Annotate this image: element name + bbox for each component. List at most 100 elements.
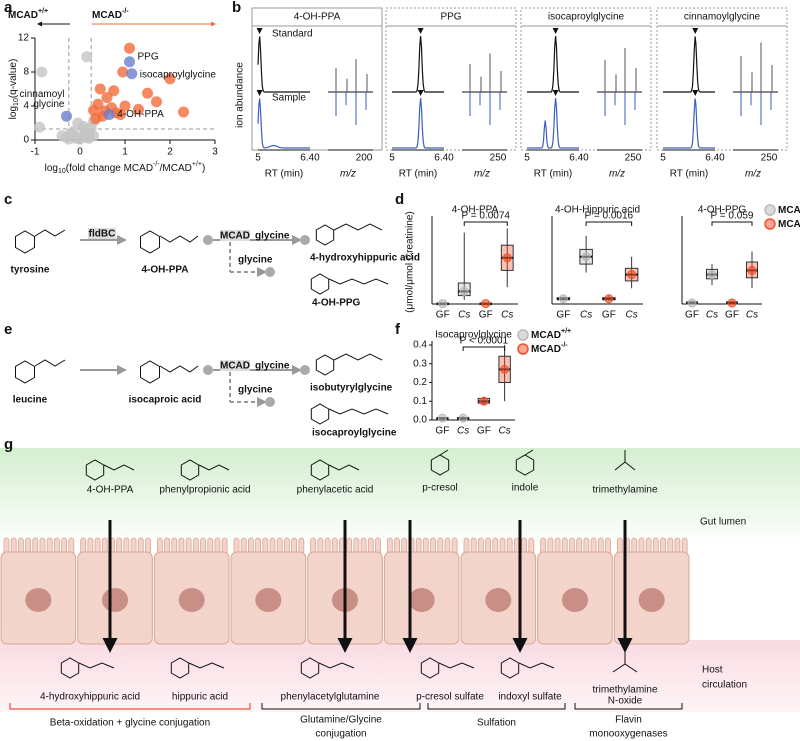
- metabolite-name: p-cresol: [422, 483, 458, 494]
- x-tick-label: 1: [122, 147, 128, 158]
- peak-marker: [417, 28, 424, 34]
- nucleus: [485, 588, 512, 612]
- x-tick-label: 5: [255, 153, 261, 164]
- bond: [34, 229, 66, 237]
- x-tick-label: 6.40: [705, 153, 725, 164]
- compound-name: isocaproylglycine: [312, 428, 397, 439]
- x-tick-label: Cs: [626, 310, 638, 321]
- point: [479, 396, 489, 406]
- subpanel-frame: [656, 7, 788, 151]
- x-axis-label: RT (min): [399, 169, 438, 180]
- x-tick-label: 0: [77, 147, 83, 158]
- bond: [518, 662, 555, 669]
- enzyme-box: [88, 228, 116, 239]
- panel-label: a: [4, 0, 13, 16]
- x-axis-label: RT (min): [265, 169, 304, 180]
- bond: [188, 662, 225, 669]
- process-label: conjugation: [315, 729, 366, 740]
- y-axis-label: ion abundance: [235, 62, 246, 128]
- ring: [60, 657, 80, 679]
- point: [151, 96, 162, 108]
- process-bracket: [427, 703, 566, 710]
- standard-trace: [257, 36, 310, 93]
- point: [747, 265, 757, 275]
- legend-label-part: MCAD: [778, 219, 800, 230]
- y-tick-label: 0.3: [413, 358, 427, 369]
- x-tick-label: Cs: [706, 310, 718, 321]
- chart-title: 4-OH-PPG: [698, 205, 747, 216]
- p-value: P = 0.0074: [462, 211, 511, 222]
- sample-trace: [663, 98, 715, 149]
- chart-title: 4-OH-PPA: [452, 205, 499, 216]
- x-axis-label-sub: 10: [58, 168, 66, 175]
- legend-marker: [517, 343, 529, 355]
- bond: [328, 408, 389, 415]
- bond: [333, 353, 383, 361]
- point: [458, 413, 468, 423]
- p-value: P < 0.0001: [460, 336, 509, 347]
- process-label: Flavin: [615, 715, 642, 726]
- process-bracket: [574, 703, 683, 710]
- x-tick-label: Cs: [746, 310, 758, 321]
- point: [101, 92, 113, 103]
- x-axis-label-part: /MCAD: [160, 163, 192, 174]
- lumen-background: [0, 448, 800, 548]
- process-label: Glutamine/Glycine: [300, 715, 382, 726]
- x-tick-label: 6.40: [569, 153, 589, 164]
- intermediate: [265, 267, 275, 277]
- bond: [438, 662, 475, 669]
- enzyme-label: MCAD: [220, 361, 250, 372]
- chart-title: Isocaproylglycine: [435, 330, 512, 341]
- x-tick-label: 5: [660, 153, 666, 164]
- point: [558, 294, 568, 304]
- point: [438, 299, 448, 309]
- peak-marker: [256, 28, 263, 34]
- point-label: PPG: [138, 51, 159, 62]
- y-tick-label: 0.1: [413, 396, 427, 407]
- x-axis-label-part: (fold change MCAD: [66, 163, 153, 174]
- x-tick-label: Cs: [499, 426, 511, 437]
- legend-marker: [517, 329, 529, 341]
- compound-title: PPG: [440, 12, 461, 23]
- panel-label: b: [232, 0, 241, 16]
- compound-name: isobutyrylglycine: [310, 383, 393, 394]
- nucleus: [25, 588, 52, 612]
- legend-label-sup: +/+: [561, 328, 571, 335]
- x-tick-label: 3: [212, 147, 218, 158]
- metabolite-name: indoxyl sulfate: [498, 692, 562, 703]
- p-value: P = 0.0016: [585, 211, 634, 222]
- bond: [198, 464, 230, 471]
- ring: [85, 459, 105, 481]
- compound-title: cinnamoylglycine: [684, 12, 761, 23]
- point-label: glycine: [33, 99, 65, 110]
- point: [103, 109, 115, 120]
- metabolite-name: trimethylamine: [592, 485, 657, 496]
- point: [124, 42, 135, 54]
- x-axis-label-sup: +/+: [192, 161, 202, 168]
- ring: [140, 360, 160, 384]
- panel-label: g: [4, 436, 13, 453]
- y-axis-label-part: log: [8, 106, 19, 119]
- panel-label: e: [4, 321, 12, 338]
- compound-title: isocaproylglycine: [548, 12, 625, 23]
- x-tick-label: GF: [556, 310, 570, 321]
- x-tick-label: 6.40: [300, 153, 320, 164]
- cofactor-label: glycine: [255, 361, 290, 372]
- legend-label-part: MCAD: [778, 205, 800, 216]
- y-tick-label: 0.4: [413, 340, 427, 351]
- peak-marker: [552, 28, 559, 34]
- standard-trace: [392, 35, 444, 93]
- region-label: Gut lumen: [700, 517, 746, 528]
- bond: [439, 449, 449, 456]
- ring: [15, 360, 35, 384]
- y-tick-label: 0: [23, 135, 29, 146]
- x-axis-label: RT (min): [534, 169, 573, 180]
- metabolite-name: trimethylamine: [592, 685, 657, 696]
- sample-trace: [257, 98, 310, 149]
- x-axis-label: m/z: [340, 169, 356, 180]
- x-tick-label: GF: [477, 426, 491, 437]
- x-tick-label: 2: [167, 147, 173, 158]
- point: [81, 51, 93, 63]
- x-axis-label-part: log: [45, 163, 58, 174]
- point: [119, 100, 131, 112]
